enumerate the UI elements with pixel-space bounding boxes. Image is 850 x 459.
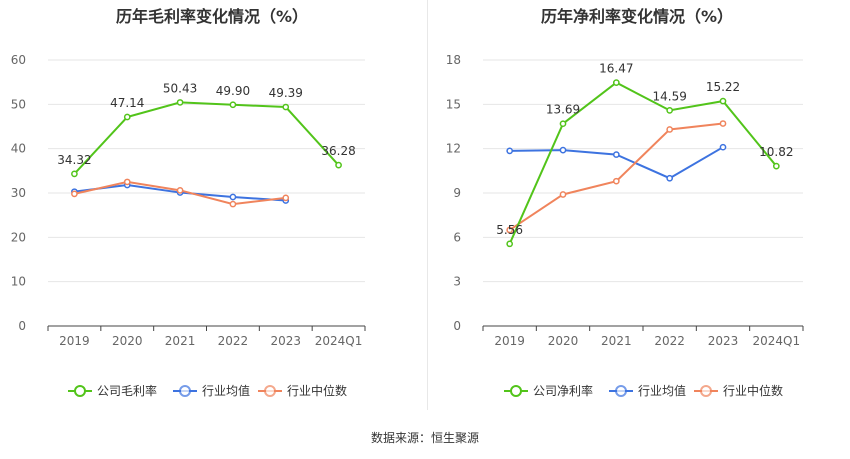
legend-label: 行业均值 — [202, 383, 250, 398]
data-point[interactable] — [176, 99, 184, 106]
data-point[interactable] — [559, 120, 567, 128]
data-point[interactable] — [559, 146, 567, 154]
data-point[interactable] — [506, 226, 514, 234]
data-label: 50.43 — [163, 81, 197, 95]
legend: 公司毛利率 行业均值 行业中位数 — [68, 383, 347, 398]
data-point[interactable] — [506, 240, 514, 248]
x-tick-label: 2023 — [270, 334, 301, 348]
data-point[interactable] — [612, 177, 620, 185]
data-point[interactable] — [176, 186, 184, 194]
x-tick-label: 2019 — [59, 334, 90, 348]
data-label: 34.32 — [57, 153, 91, 167]
y-tick-label: 30 — [11, 186, 26, 200]
legend-item-1[interactable]: 行业均值 — [173, 383, 250, 398]
legend-marker-icon — [179, 385, 191, 397]
legend-item-2[interactable]: 行业中位数 — [258, 383, 347, 398]
data-label: 47.14 — [110, 96, 144, 110]
x-tick-label: 2020 — [548, 334, 579, 348]
series-line-2 — [509, 122, 724, 231]
data-point[interactable] — [71, 170, 78, 178]
chart-svg-1: 历年净利率变化情况（%） 0 3 6 9 12 15 18 2019 2020 2021 2022 20… — [446, 7, 804, 398]
y-tick-label: 12 — [446, 142, 461, 156]
x-tick-label: 2019 — [494, 334, 525, 348]
x-tick-label: 2024Q1 — [315, 334, 363, 348]
data-point[interactable] — [71, 190, 78, 198]
data-point[interactable] — [612, 79, 620, 86]
legend-item-0[interactable]: 公司毛利率 — [68, 383, 157, 398]
x-tick-label: 2020 — [112, 334, 143, 348]
legend-marker-icon — [74, 385, 86, 397]
data-point[interactable] — [666, 126, 674, 133]
legend-marker-icon — [700, 385, 712, 397]
x-tick-label: 2021 — [165, 334, 196, 348]
data-point[interactable] — [335, 161, 342, 169]
y-tick-label: 18 — [446, 53, 461, 67]
data-point[interactable] — [123, 178, 131, 186]
data-label: 36.28 — [321, 144, 355, 158]
chart-title: 历年毛利率变化情况（%） — [116, 7, 308, 26]
legend-item-1[interactable]: 行业均值 — [609, 383, 686, 398]
legend-label: 公司净利率 — [533, 383, 593, 398]
data-label: 13.69 — [546, 103, 580, 117]
x-tick-label: 2021 — [601, 334, 632, 348]
y-tick-label: 15 — [446, 97, 461, 111]
y-tick-label: 0 — [453, 319, 461, 333]
x-tick-label: 2022 — [654, 334, 685, 348]
data-label: 14.59 — [652, 89, 686, 103]
y-tick-label: 6 — [453, 230, 461, 244]
data-point[interactable] — [282, 194, 290, 202]
chart-title: 历年净利率变化情况（%） — [541, 7, 733, 26]
y-tick-label: 40 — [11, 142, 26, 156]
legend-item-0[interactable]: 公司净利率 — [504, 383, 593, 398]
data-point[interactable] — [719, 97, 727, 105]
data-point[interactable] — [559, 191, 567, 198]
legend-item-2[interactable]: 行业中位数 — [694, 383, 783, 398]
data-point[interactable] — [666, 107, 674, 114]
data-label: 15.22 — [706, 80, 740, 94]
x-tick-label: 2024Q1 — [753, 334, 801, 348]
x-tick-label: 2022 — [218, 334, 249, 348]
series-line-0 — [73, 101, 340, 175]
data-label: 49.90 — [216, 84, 250, 98]
data-point[interactable] — [229, 193, 237, 201]
y-tick-label: 3 — [453, 275, 461, 289]
chart-svg-0: 历年毛利率变化情况（%） 0 10 20 30 40 50 60 2019 2020 2021 202… — [11, 7, 366, 398]
net-margin-chart: 历年净利率变化情况（%） 0 3 6 9 12 15 18 2019 2020 2021 2022 20… — [425, 0, 850, 420]
data-point[interactable] — [719, 143, 727, 151]
chart-divider — [427, 0, 428, 410]
legend-marker-icon — [264, 385, 276, 397]
legend-marker-icon — [615, 385, 627, 397]
data-point[interactable] — [772, 162, 780, 170]
data-point[interactable] — [123, 113, 131, 121]
y-tick-label: 9 — [453, 186, 461, 200]
data-label: 10.82 — [759, 145, 793, 159]
series-line-0 — [508, 81, 778, 245]
legend-label: 公司毛利率 — [97, 383, 157, 398]
data-point[interactable] — [229, 200, 237, 208]
legend: 公司净利率 行业均值 行业中位数 — [504, 383, 783, 398]
data-point[interactable] — [229, 101, 237, 109]
data-label: 49.39 — [269, 86, 303, 100]
data-point[interactable] — [282, 103, 290, 111]
data-source: 数据来源：恒生聚源 — [370, 431, 479, 445]
data-label: 5.56 — [496, 223, 523, 237]
legend-label: 行业均值 — [638, 383, 686, 398]
y-tick-label: 50 — [11, 97, 26, 111]
y-tick-label: 60 — [11, 53, 26, 67]
y-tick-label: 10 — [11, 275, 26, 289]
legend-label: 行业中位数 — [723, 383, 783, 398]
x-tick-label: 2023 — [708, 334, 739, 348]
data-label: 16.47 — [599, 62, 633, 76]
data-point[interactable] — [719, 120, 727, 127]
data-point[interactable] — [506, 147, 514, 155]
data-point[interactable] — [666, 174, 674, 182]
y-tick-label: 20 — [11, 230, 26, 244]
y-tick-label: 0 — [18, 319, 26, 333]
legend-label: 行业中位数 — [287, 383, 347, 398]
gross-margin-chart: 历年毛利率变化情况（%） 0 10 20 30 40 50 60 2019 2020 2021 202… — [0, 0, 425, 420]
data-point[interactable] — [612, 151, 620, 158]
legend-marker-icon — [510, 385, 522, 397]
